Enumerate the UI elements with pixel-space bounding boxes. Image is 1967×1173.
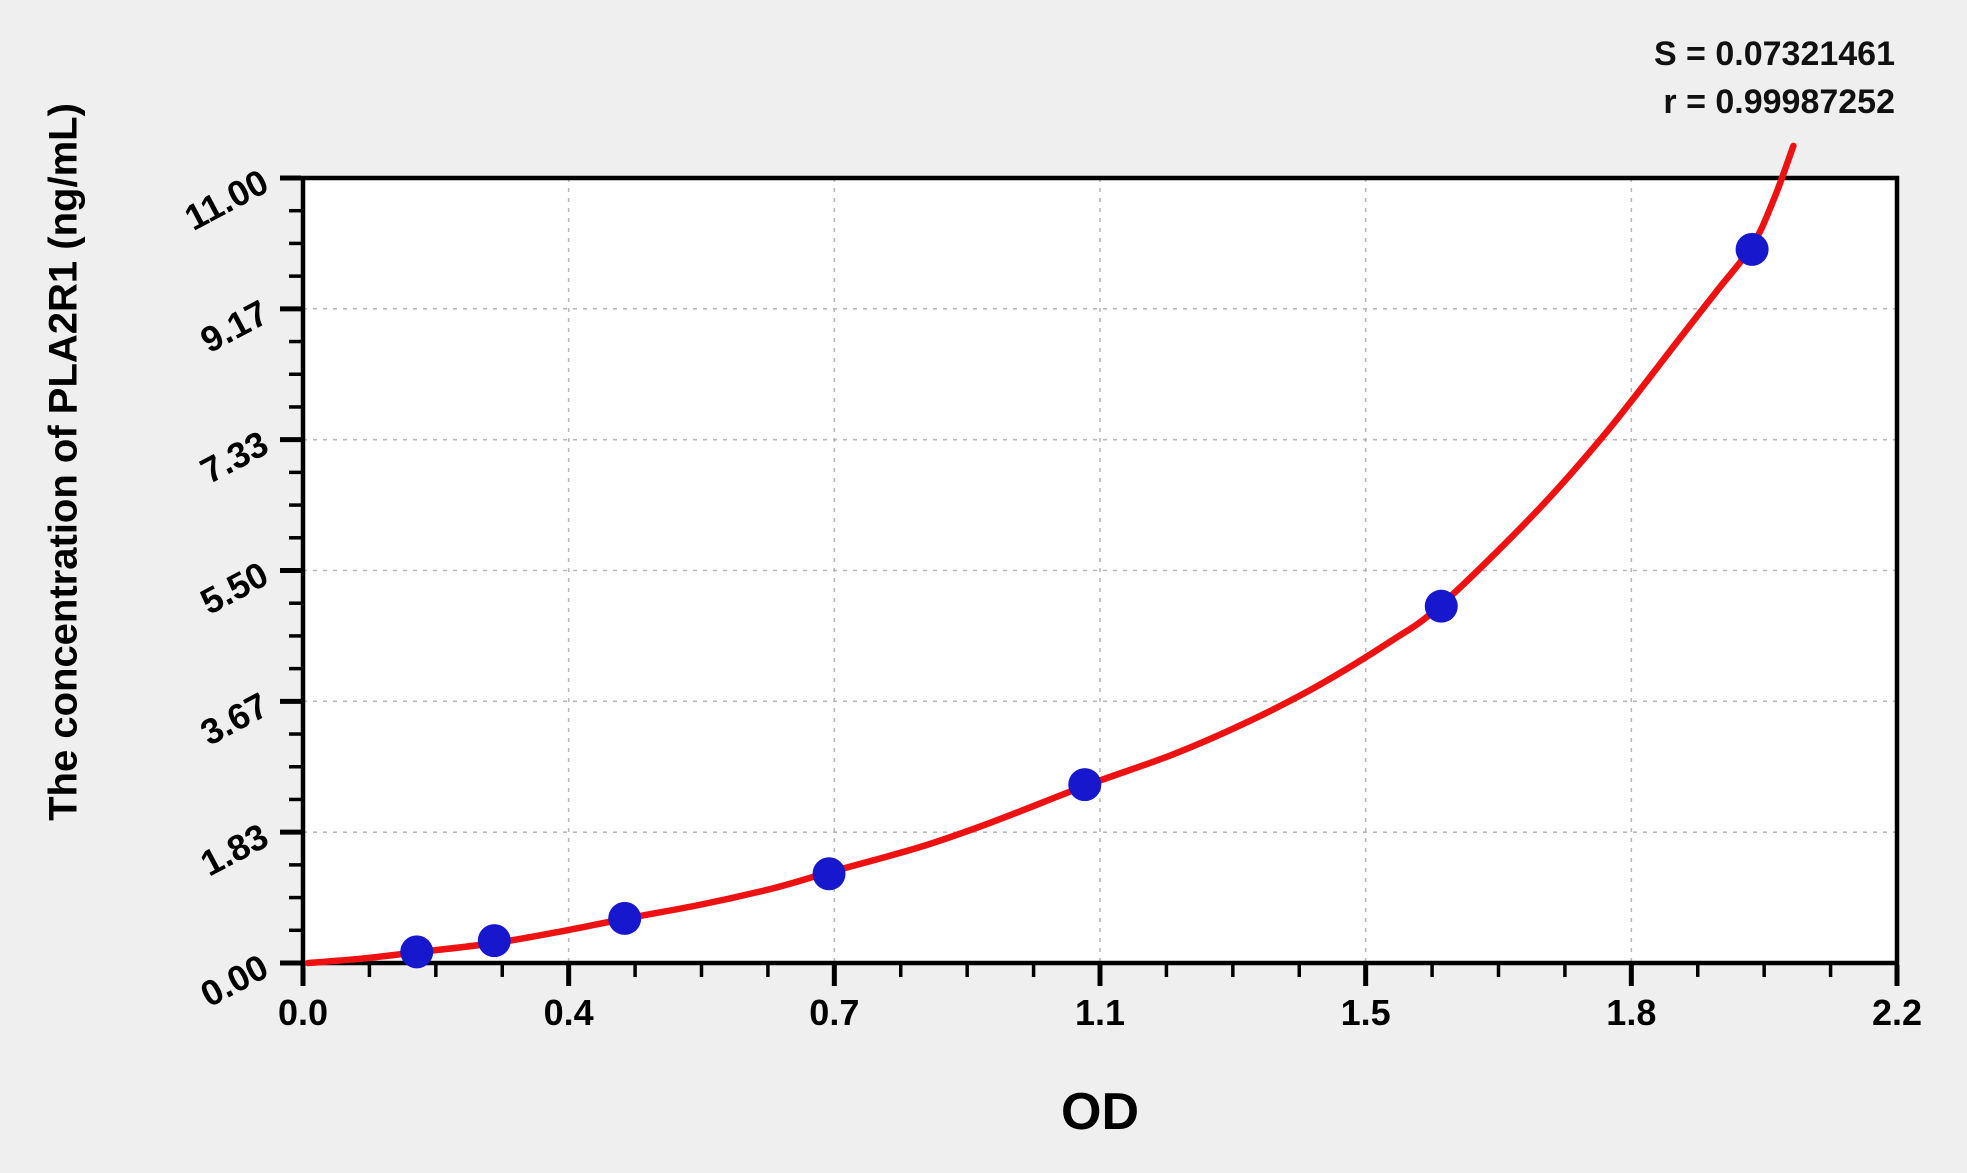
y-tick-label: 5.50 (194, 553, 275, 622)
x-axis-title: OD (1061, 1083, 1139, 1141)
standard-points (400, 232, 1769, 969)
plot-border (300, 175, 1900, 966)
x-tick-label: 0.0 (278, 992, 328, 1033)
fit-statistics: S = 0.07321461 r = 0.99987252 (1654, 30, 1895, 127)
data-point (400, 935, 434, 969)
x-tick-label: 0.4 (544, 992, 594, 1033)
y-tick-label: 3.67 (194, 684, 275, 753)
data-point (812, 857, 846, 891)
y-tick-label: 1.83 (194, 815, 275, 884)
data-point (608, 901, 642, 935)
x-tick-label: 1.8 (1606, 992, 1656, 1033)
data-point (1735, 232, 1769, 266)
y-tick-label: 7.33 (194, 423, 275, 492)
x-tick-label: 1.1 (1075, 992, 1125, 1033)
y-tick-label: 9.17 (194, 292, 275, 361)
data-point (1424, 589, 1458, 623)
data-point (477, 924, 511, 958)
gridlines (303, 178, 1897, 963)
stat-r-value: r = 0.99987252 (1663, 83, 1895, 122)
x-tick-label: 1.5 (1341, 992, 1391, 1033)
y-tick-label: 11.00 (178, 161, 275, 239)
fit-curve (304, 142, 1797, 967)
x-tick-label: 2.2 (1872, 992, 1922, 1033)
x-tick-label: 0.7 (809, 992, 859, 1033)
y-tick-label: 0.00 (194, 946, 275, 1015)
data-point (1068, 768, 1102, 802)
stat-s-value: S = 0.07321461 (1653, 35, 1895, 73)
tick-marks (280, 175, 1900, 986)
